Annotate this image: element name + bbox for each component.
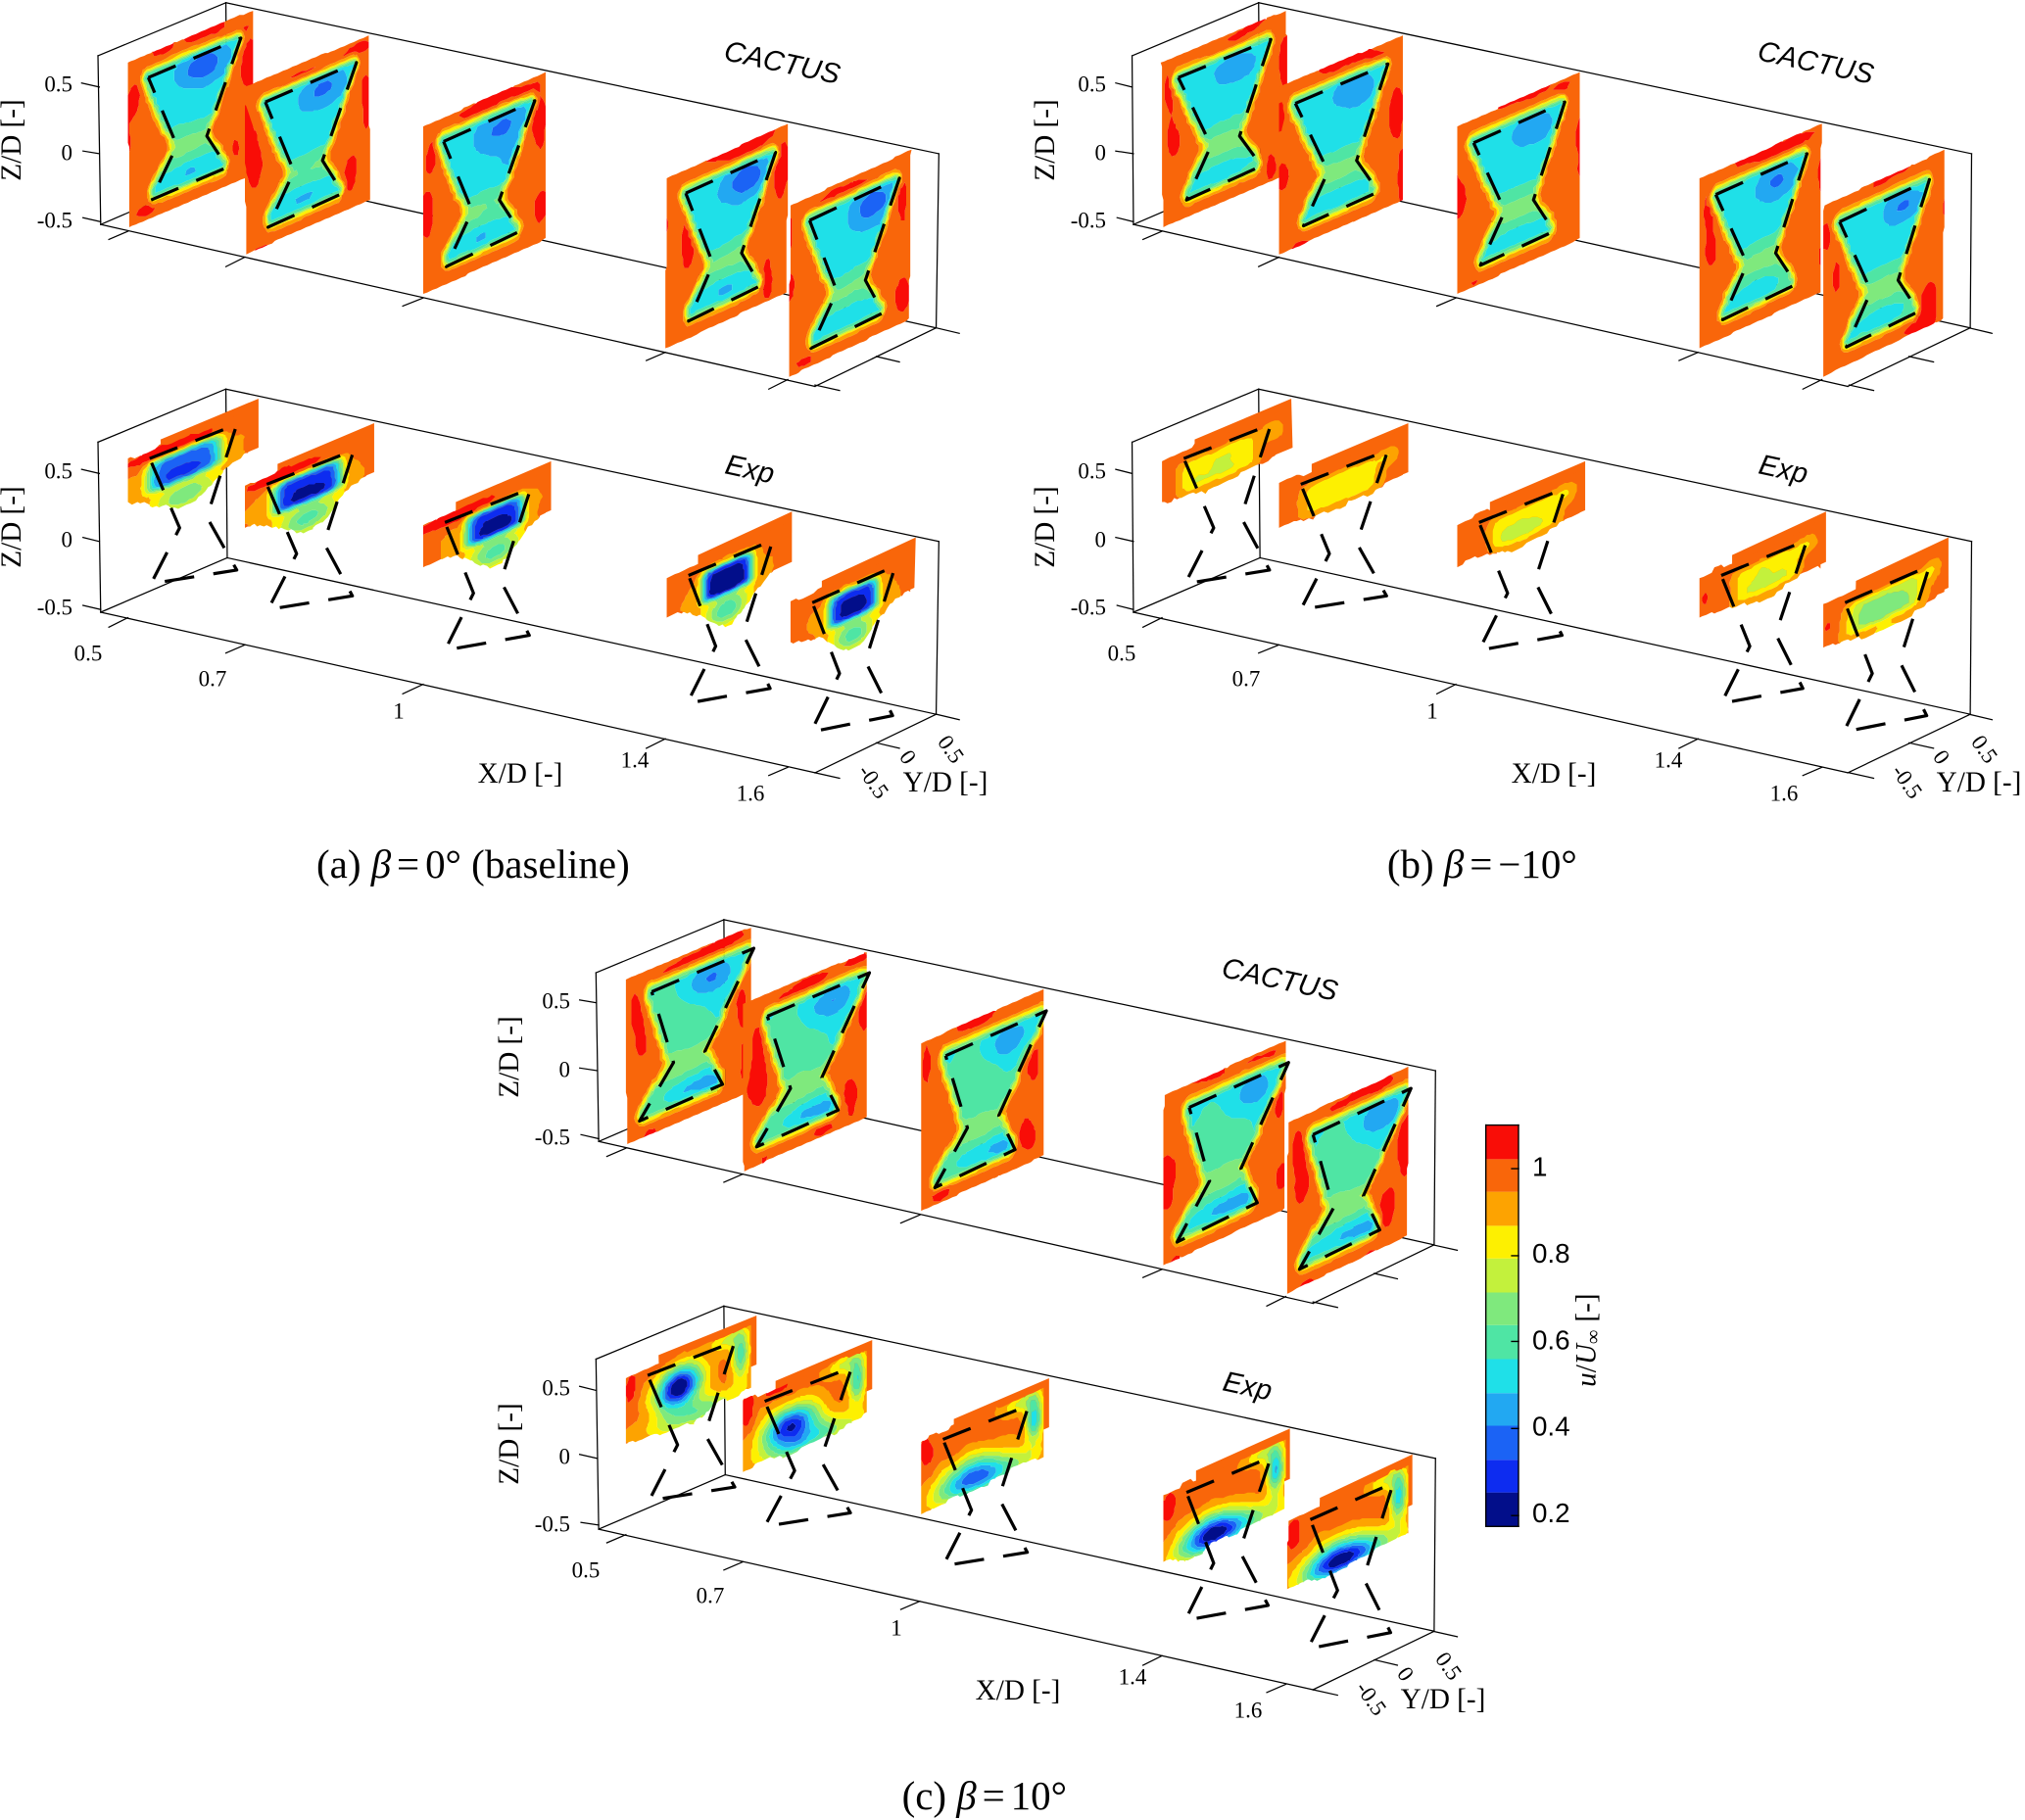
svg-text:0.5: 0.5 xyxy=(74,642,103,666)
svg-text:1: 1 xyxy=(1532,1151,1547,1181)
svg-text:0.8: 0.8 xyxy=(1532,1238,1570,1269)
svg-text:0: 0 xyxy=(559,1058,570,1082)
svg-text:-0.5: -0.5 xyxy=(535,1126,570,1150)
svg-text:1.6: 1.6 xyxy=(737,782,765,806)
svg-text:0.7: 0.7 xyxy=(1232,667,1261,692)
svg-text:Z/D [-]: Z/D [-] xyxy=(1030,486,1061,567)
svg-text:-0.5: -0.5 xyxy=(535,1512,570,1537)
svg-text:1: 1 xyxy=(1426,699,1437,724)
svg-text:Z/D [-]: Z/D [-] xyxy=(0,99,27,180)
svg-text:Z/D [-]: Z/D [-] xyxy=(494,1016,525,1097)
svg-text:0.2: 0.2 xyxy=(1532,1498,1570,1528)
svg-text:0.5: 0.5 xyxy=(44,72,72,97)
svg-text:1: 1 xyxy=(891,1616,901,1641)
svg-text:-0.5: -0.5 xyxy=(1071,596,1106,620)
svg-text:0.5: 0.5 xyxy=(1108,642,1136,666)
svg-text:-0.5: -0.5 xyxy=(37,596,72,620)
svg-text:0.5: 0.5 xyxy=(44,459,72,484)
svg-text:-0.5: -0.5 xyxy=(1071,209,1106,233)
svg-text:0.4: 0.4 xyxy=(1532,1412,1570,1442)
svg-text:0: 0 xyxy=(559,1445,570,1469)
svg-text:X/D [-]: X/D [-] xyxy=(1512,758,1597,790)
svg-text:-0.5: -0.5 xyxy=(37,209,72,233)
svg-text:1.4: 1.4 xyxy=(1119,1665,1147,1690)
svg-text:Z/D [-]: Z/D [-] xyxy=(494,1403,525,1484)
svg-text:0.5: 0.5 xyxy=(1078,459,1106,484)
svg-text:0.5: 0.5 xyxy=(572,1558,601,1583)
svg-text:X/D [-]: X/D [-] xyxy=(976,1675,1061,1706)
svg-text:Y/D [-]: Y/D [-] xyxy=(903,767,988,798)
svg-text:1.4: 1.4 xyxy=(1655,748,1683,773)
svg-text:1.6: 1.6 xyxy=(1234,1699,1263,1723)
svg-text:0.7: 0.7 xyxy=(697,1584,725,1608)
svg-text:( b ) = − 1 0 ° β: ( b ) = − 1 0 ° β xyxy=(1387,841,1582,886)
svg-text:( c ) = 1 0 ° β: ( c ) = 1 0 ° β xyxy=(902,1773,1073,1818)
svg-text:0.7: 0.7 xyxy=(199,667,227,692)
svg-text:Z/D [-]: Z/D [-] xyxy=(0,486,27,567)
svg-text:1.6: 1.6 xyxy=(1770,782,1799,806)
svg-text:u U / [ - ] ∞: u U / [ - ] ∞ xyxy=(1570,1288,1604,1387)
svg-text:0.6: 0.6 xyxy=(1532,1324,1570,1355)
svg-text:0: 0 xyxy=(1095,141,1106,166)
svg-text:Y/D [-]: Y/D [-] xyxy=(1401,1684,1486,1715)
svg-text:0: 0 xyxy=(62,528,72,552)
svg-text:0.5: 0.5 xyxy=(542,1376,570,1401)
svg-text:Z/D [-]: Z/D [-] xyxy=(1030,99,1061,180)
svg-text:0.5: 0.5 xyxy=(542,989,570,1014)
svg-text:X/D [-]: X/D [-] xyxy=(478,758,563,790)
svg-text:0: 0 xyxy=(62,141,72,166)
svg-text:Y/D [-]: Y/D [-] xyxy=(1937,767,2022,798)
svg-text:1: 1 xyxy=(393,699,404,724)
svg-text:0.5: 0.5 xyxy=(1078,72,1106,97)
svg-text:1.4: 1.4 xyxy=(621,748,650,773)
svg-text:( a ) = 0 ° ( b a s e l i: ( a ) = 0 ° ( b a s e l i n e ) β xyxy=(316,841,635,886)
svg-text:0: 0 xyxy=(1095,528,1106,552)
